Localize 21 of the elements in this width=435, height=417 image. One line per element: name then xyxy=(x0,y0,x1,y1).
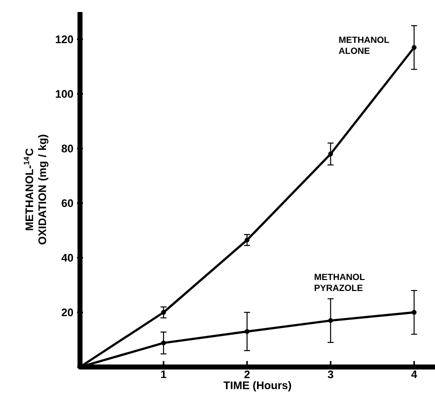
y-tick-label: 60 xyxy=(62,199,74,208)
x-tick-label: 3 xyxy=(328,370,334,378)
point xyxy=(161,310,166,315)
point xyxy=(244,329,250,334)
y-tick-label: 40 xyxy=(61,254,74,262)
x-tick-label: 4 xyxy=(411,370,418,378)
x-tick-label: 1 xyxy=(161,370,166,378)
point xyxy=(412,310,417,315)
y-tick-label: 100 xyxy=(56,90,74,98)
text: METHANOL PYRAZOLE xyxy=(314,274,365,292)
y-tick-label: 20 xyxy=(62,308,74,316)
x-axis-title: TIME (Hours) xyxy=(224,381,292,392)
series-label: METHANOL ALONE xyxy=(338,36,390,54)
point xyxy=(328,152,333,156)
point xyxy=(328,318,333,323)
y-tick-label: 120 xyxy=(56,35,74,44)
point xyxy=(161,340,166,346)
y-tick-label: 80 xyxy=(62,144,74,152)
point xyxy=(412,45,417,50)
x-tick-label: 2 xyxy=(244,370,250,378)
point xyxy=(244,238,250,242)
